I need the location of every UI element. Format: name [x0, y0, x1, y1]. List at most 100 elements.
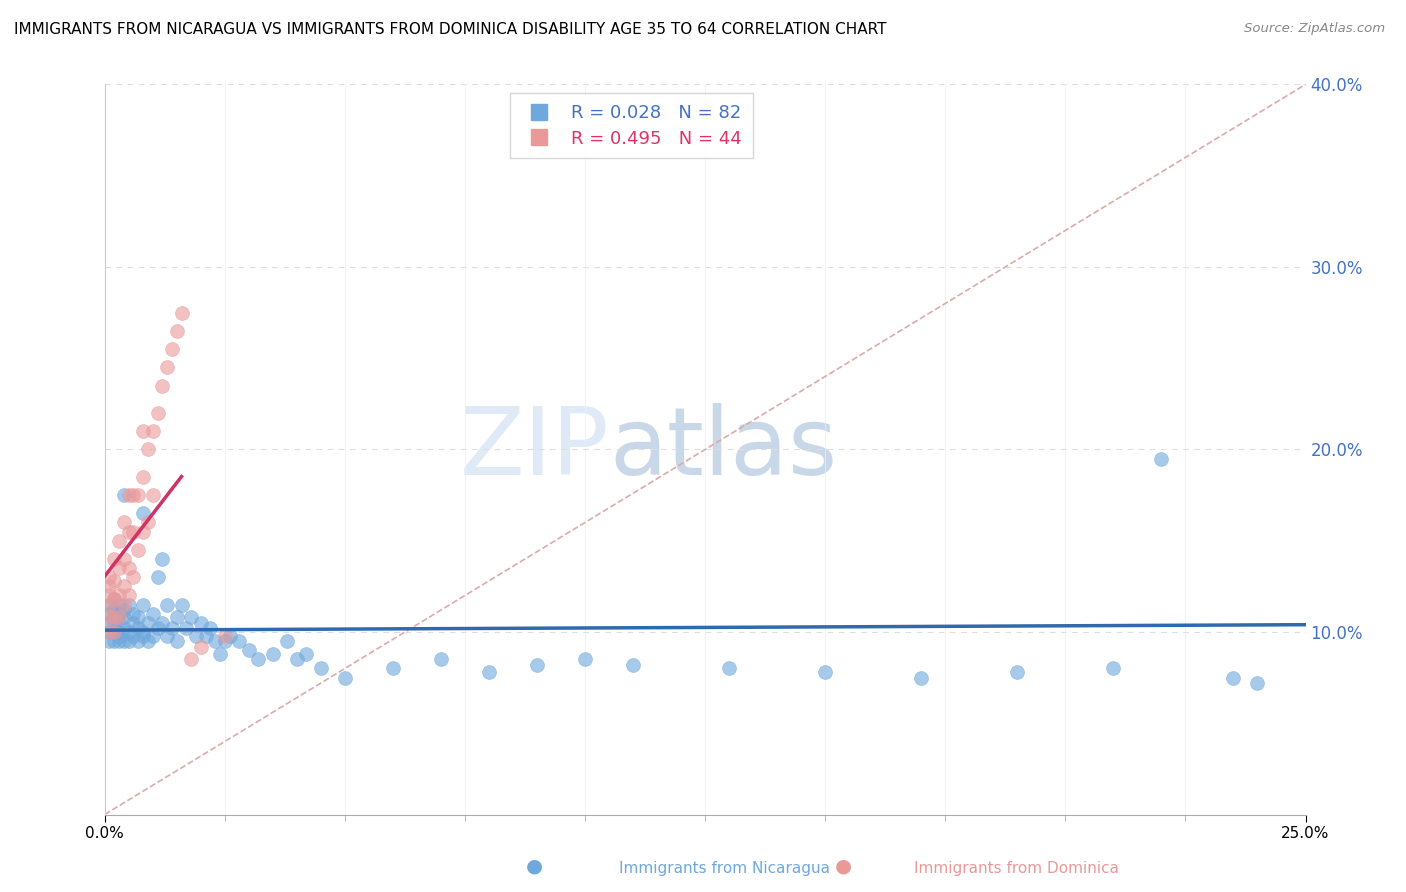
Point	[166, 324, 188, 338]
Point	[132, 424, 155, 438]
Point	[103, 634, 125, 648]
Point	[122, 570, 145, 584]
Point	[112, 598, 135, 612]
Point	[176, 621, 198, 635]
Text: ●: ●	[526, 857, 543, 876]
Point	[108, 607, 131, 621]
Point	[122, 488, 145, 502]
Point	[103, 610, 125, 624]
Point	[156, 360, 179, 375]
Text: Immigrants from Nicaragua: Immigrants from Nicaragua	[619, 861, 830, 876]
Point	[166, 610, 188, 624]
Point	[184, 629, 207, 643]
Point	[132, 625, 155, 640]
Point	[112, 579, 135, 593]
Point	[478, 665, 501, 680]
Point	[98, 589, 121, 603]
Point	[118, 561, 141, 575]
Point	[574, 652, 596, 666]
Point	[103, 592, 125, 607]
Point	[170, 598, 193, 612]
Point	[430, 652, 453, 666]
Point	[108, 610, 131, 624]
Point	[122, 629, 145, 643]
Point	[381, 661, 404, 675]
Point	[526, 657, 548, 672]
Point	[98, 598, 121, 612]
Point	[333, 671, 356, 685]
Point	[127, 542, 149, 557]
Point	[262, 647, 284, 661]
Point	[160, 621, 183, 635]
Point	[108, 625, 131, 640]
Legend: R = 0.028   N = 82, R = 0.495   N = 44: R = 0.028 N = 82, R = 0.495 N = 44	[510, 94, 754, 159]
Point	[170, 305, 193, 319]
Point	[118, 488, 141, 502]
Point	[194, 629, 217, 643]
Point	[127, 610, 149, 624]
Point	[156, 629, 179, 643]
Point	[156, 598, 179, 612]
Point	[103, 615, 125, 630]
Point	[160, 342, 183, 356]
Point	[142, 488, 165, 502]
Point	[166, 634, 188, 648]
Point	[108, 589, 131, 603]
Point	[204, 634, 226, 648]
Text: ZIP: ZIP	[460, 403, 609, 495]
Point	[142, 424, 165, 438]
Point	[136, 634, 159, 648]
Point	[621, 657, 644, 672]
Point	[1007, 665, 1029, 680]
Point	[108, 634, 131, 648]
Point	[127, 621, 149, 635]
Point	[103, 610, 125, 624]
Point	[108, 629, 131, 643]
Point	[309, 661, 332, 675]
Point	[122, 524, 145, 539]
Point	[103, 552, 125, 566]
Point	[118, 598, 141, 612]
Point	[214, 634, 236, 648]
Point	[103, 625, 125, 640]
Point	[1222, 671, 1244, 685]
Point	[132, 507, 155, 521]
Text: ●: ●	[835, 857, 852, 876]
Point	[98, 625, 121, 640]
Point	[132, 470, 155, 484]
Point	[98, 615, 121, 630]
Point	[112, 603, 135, 617]
Point	[200, 621, 222, 635]
Point	[228, 634, 250, 648]
Point	[118, 589, 141, 603]
Point	[98, 607, 121, 621]
Point	[180, 610, 202, 624]
Point	[103, 592, 125, 607]
Point	[122, 615, 145, 630]
Point	[136, 615, 159, 630]
Point	[276, 634, 298, 648]
Point	[98, 625, 121, 640]
Point	[103, 625, 125, 640]
Point	[1150, 451, 1173, 466]
Point	[214, 629, 236, 643]
Point	[112, 634, 135, 648]
Point	[146, 570, 169, 584]
Point	[112, 610, 135, 624]
Point	[142, 629, 165, 643]
Text: Source: ZipAtlas.com: Source: ZipAtlas.com	[1244, 22, 1385, 36]
Point	[108, 533, 131, 548]
Point	[218, 629, 240, 643]
Point	[98, 634, 121, 648]
Text: atlas: atlas	[609, 403, 838, 495]
Point	[112, 516, 135, 530]
Point	[108, 598, 131, 612]
Point	[146, 406, 169, 420]
Point	[150, 615, 173, 630]
Point	[112, 552, 135, 566]
Point	[112, 488, 135, 502]
Point	[146, 621, 169, 635]
Point	[98, 610, 121, 624]
Point	[98, 570, 121, 584]
Point	[98, 598, 121, 612]
